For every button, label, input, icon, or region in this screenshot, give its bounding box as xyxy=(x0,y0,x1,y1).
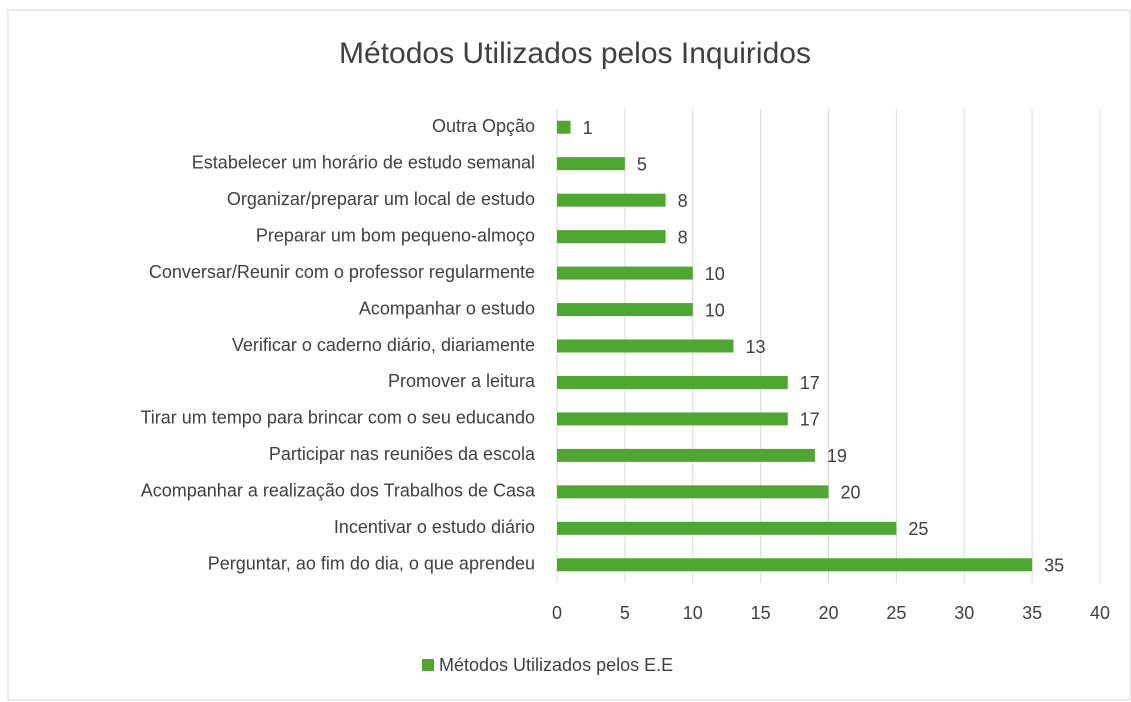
value-label: 19 xyxy=(827,446,847,466)
legend-swatch xyxy=(422,659,434,671)
x-tick-label: 20 xyxy=(818,603,838,623)
chart-title: Métodos Utilizados pelos Inquiridos xyxy=(339,37,811,70)
bar xyxy=(557,412,788,426)
bar xyxy=(557,266,693,280)
bar xyxy=(557,521,897,535)
bar xyxy=(557,157,625,171)
x-tick-label: 5 xyxy=(620,603,630,623)
y-tick-label: Outra Opção xyxy=(432,116,535,136)
y-tick-label: Acompanhar a realização dos Trabalhos de… xyxy=(141,481,536,501)
value-label: 1 xyxy=(583,118,593,138)
value-label: 13 xyxy=(745,337,765,357)
y-tick-label: Verificar o caderno diário, diariamente xyxy=(232,335,535,355)
bar xyxy=(557,558,1033,572)
x-tick-label: 0 xyxy=(552,603,562,623)
value-label: 8 xyxy=(678,227,688,247)
y-tick-label: Conversar/Reunir com o professor regular… xyxy=(149,262,535,282)
value-label: 17 xyxy=(800,373,820,393)
bar xyxy=(557,120,571,134)
bar xyxy=(557,230,666,244)
x-tick-label: 30 xyxy=(954,603,974,623)
legend-label: Métodos Utilizados pelos E.E xyxy=(439,655,673,675)
y-tick-label: Organizar/preparar um local de estudo xyxy=(227,189,535,209)
value-label: 17 xyxy=(800,410,820,430)
y-tick-label: Incentivar o estudo diário xyxy=(334,517,535,537)
value-label: 35 xyxy=(1044,556,1064,576)
bar xyxy=(557,193,666,207)
bar xyxy=(557,339,734,353)
y-tick-label: Promover a leitura xyxy=(388,371,536,391)
value-label: 10 xyxy=(705,264,725,284)
value-label: 10 xyxy=(705,300,725,320)
chart-frame xyxy=(7,9,1131,701)
x-tick-label: 40 xyxy=(1090,603,1110,623)
y-tick-label: Tirar um tempo para brincar com o seu ed… xyxy=(140,408,535,428)
x-tick-label: 10 xyxy=(683,603,703,623)
value-label: 5 xyxy=(637,154,647,174)
bar xyxy=(557,303,693,317)
value-label: 25 xyxy=(908,519,928,539)
x-tick-label: 25 xyxy=(886,603,906,623)
bar xyxy=(557,375,788,389)
y-tick-label: Participar nas reuniões da escola xyxy=(269,444,536,464)
y-tick-label: Preparar um bom pequeno-almoço xyxy=(256,225,535,245)
bar xyxy=(557,448,815,462)
value-label: 8 xyxy=(678,191,688,211)
y-tick-label: Acompanhar o estudo xyxy=(359,298,535,318)
x-tick-label: 35 xyxy=(1022,603,1042,623)
bar xyxy=(557,485,829,499)
y-tick-label: Perguntar, ao fim do dia, o que aprendeu xyxy=(208,554,535,574)
value-label: 20 xyxy=(841,483,861,503)
y-tick-label: Estabelecer um horário de estudo semanal xyxy=(192,152,535,172)
x-tick-label: 15 xyxy=(751,603,771,623)
